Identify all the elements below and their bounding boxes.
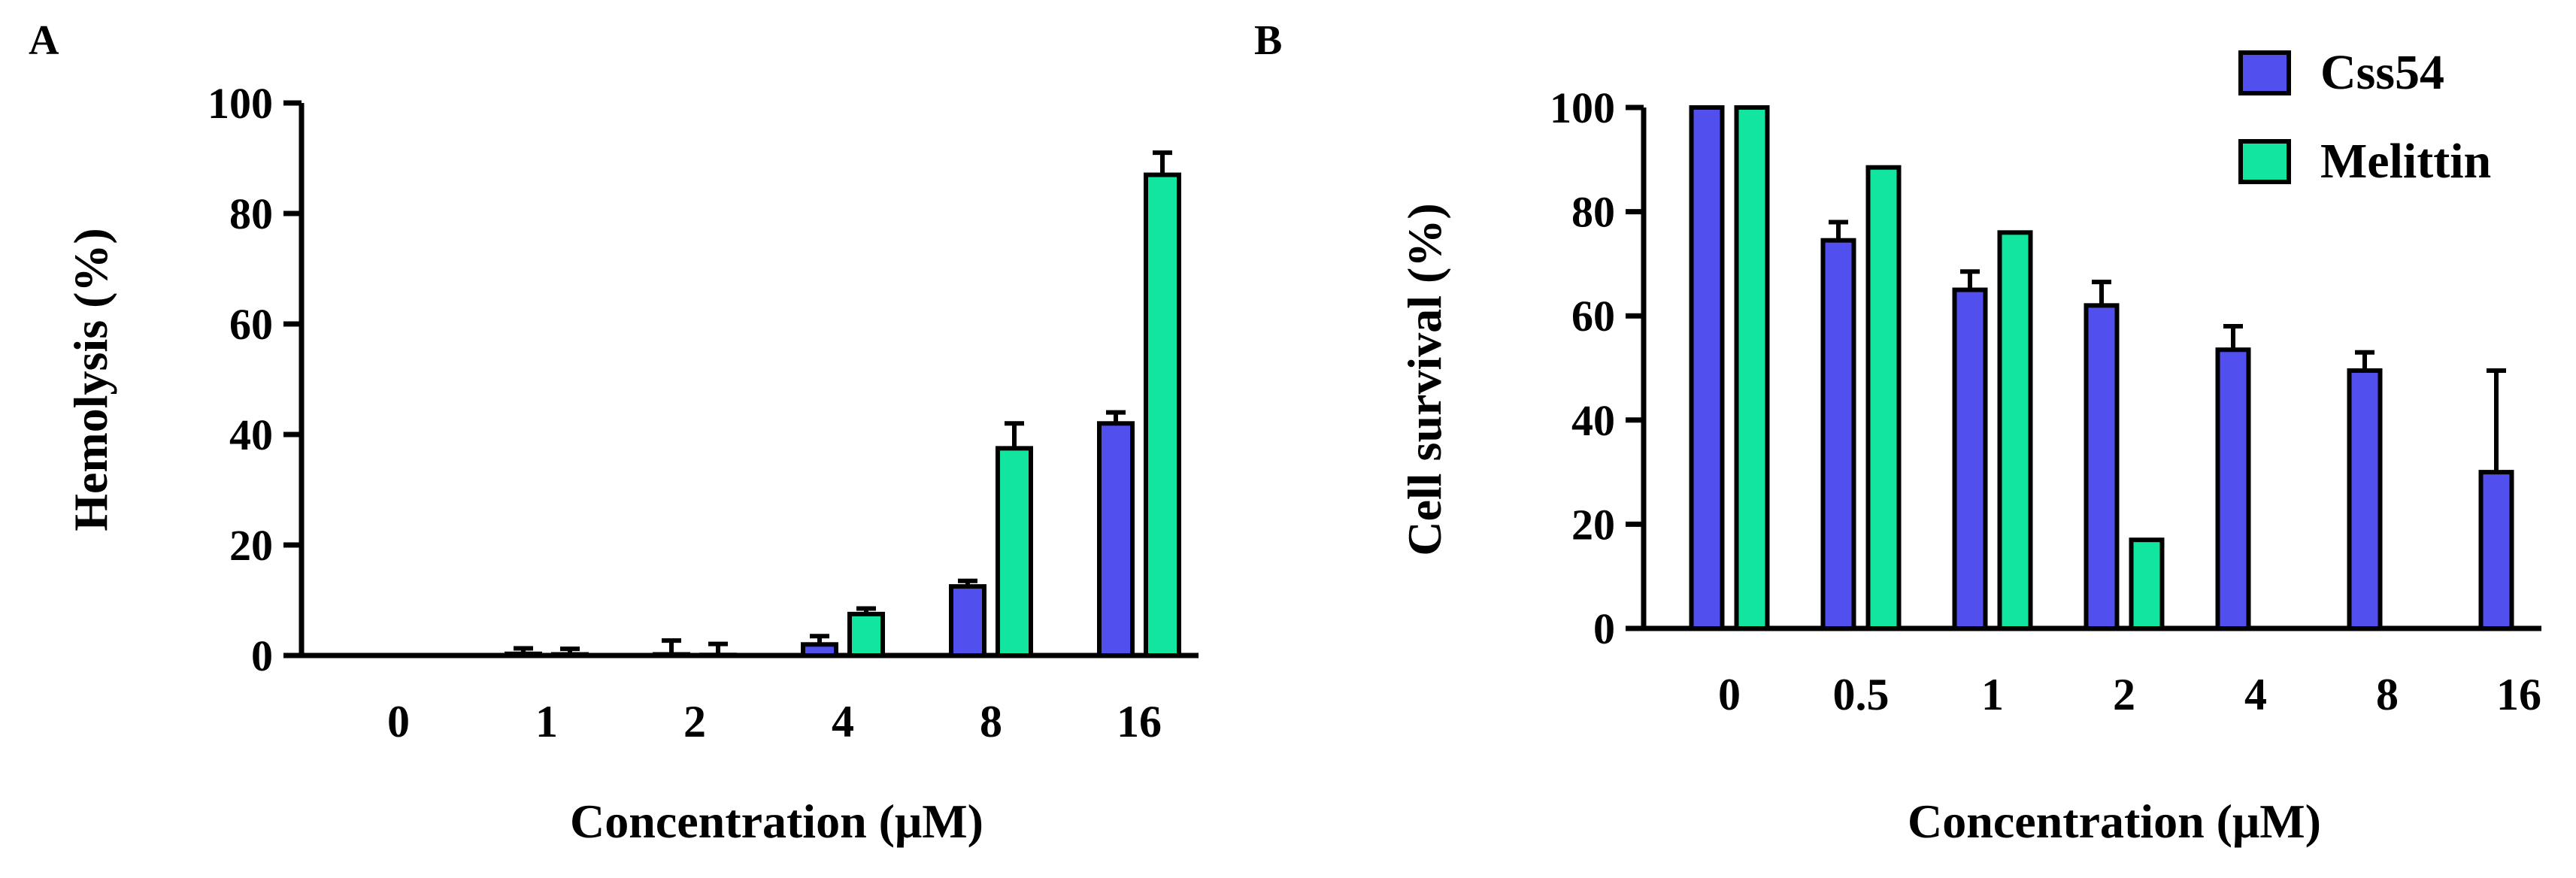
panel-b-bar-css54-0.5: [1820, 238, 1856, 631]
panel-b-bar-melittin-2: [2129, 537, 2165, 631]
panel-b-bar-css54-2: [2084, 303, 2120, 631]
cell-survival-chart: 0 20 40 60 80 100 0 0.5 1 2 4 8 16 Concentration (μM)…: [1398, 83, 2541, 848]
panel-b-y-axis-title: Cell survival (%): [1398, 203, 1451, 556]
panel-a-y-tick-label: 60: [229, 300, 273, 349]
panel-b-y-tick-label: 100: [1550, 83, 1615, 132]
legend: Css54 Melittin: [2238, 45, 2491, 189]
panel-a-y-tick-label: 20: [229, 521, 273, 570]
panel-b-y-tick-label: 80: [1571, 188, 1615, 237]
panel-b-bar-css54-8: [2347, 368, 2383, 631]
panel-a-y-tick-label: 100: [208, 79, 273, 128]
panel-a-y-tick-label: 0: [251, 631, 273, 680]
panel-a-x-tick-label: 16: [1117, 697, 1162, 746]
panel-a-bar-css54-1: [505, 651, 542, 658]
legend-label-css54: Css54: [2320, 45, 2444, 100]
hemolysis-chart: 0 20 40 60 80 100 0 1 2 4 8 16 Concentration (μM) Hem…: [64, 79, 1199, 848]
panel-b-bar-melittin-1: [1997, 230, 2033, 631]
panel-b-x-tick-label: 16: [2496, 670, 2541, 719]
panel-a-x-tick-label: 1: [535, 697, 558, 746]
legend-swatch-css54: [2238, 50, 2291, 95]
panel-a-y-tick-label: 80: [229, 189, 273, 238]
panel-b-x-tick-label: 0: [1718, 670, 1741, 719]
panel-b-x-tick-label: 0.5: [1833, 670, 1890, 719]
panel-b-x-tick-label: 4: [2244, 670, 2267, 719]
panel-a-y-tick-label: 40: [229, 410, 273, 459]
panel-b-x-tick-label: 8: [2376, 670, 2399, 719]
panel-b-x-tick-label: 2: [2113, 670, 2135, 719]
panel-a-bar-melittin-16: [1144, 172, 1181, 658]
panel-b-x-tick-label: 1: [1981, 670, 2004, 719]
panel-a-label: A: [29, 17, 59, 64]
panel-a-x-tick-label: 2: [683, 697, 706, 746]
panel-a-bar-melittin-8: [996, 446, 1033, 658]
panel-a-x-tick-label: 0: [387, 697, 410, 746]
panel-b-y-tick-label: 60: [1571, 292, 1615, 341]
panel-b-bar-css54-0: [1689, 105, 1725, 631]
panel-a-x-axis-title: Concentration (μM): [570, 795, 983, 848]
panel-b-bar-css54-4: [2215, 347, 2251, 631]
panel-a-bar-css54-8: [949, 584, 986, 658]
panel-b-y-tick-label: 0: [1593, 604, 1615, 653]
panel-b-bar-css54-1: [1952, 287, 1988, 631]
panel-b-bar-melittin-0.5: [1865, 165, 1902, 631]
panel-b-bar-css54-16: [2478, 470, 2514, 631]
panel-a-bar-css54-16: [1097, 421, 1135, 658]
panel-b-y-tick-label: 20: [1571, 500, 1615, 549]
legend-label-melittin: Melittin: [2320, 134, 2491, 189]
panel-b-y-tick-label: 40: [1571, 396, 1615, 445]
panel-b-bar-melittin-0: [1734, 105, 1770, 631]
panel-b-label: B: [1254, 17, 1282, 64]
panel-a-x-tick-label: 4: [832, 697, 854, 746]
panel-b-x-axis-title: Concentration (μM): [1908, 795, 2321, 848]
panel-a-bar-melittin-4: [847, 611, 885, 658]
legend-swatch-melittin: [2238, 139, 2291, 184]
panel-a-x-tick-label: 8: [980, 697, 1002, 746]
panel-a-bar-css54-4: [801, 642, 838, 658]
panel-a-y-axis-title: Hemolysis (%): [64, 228, 117, 531]
